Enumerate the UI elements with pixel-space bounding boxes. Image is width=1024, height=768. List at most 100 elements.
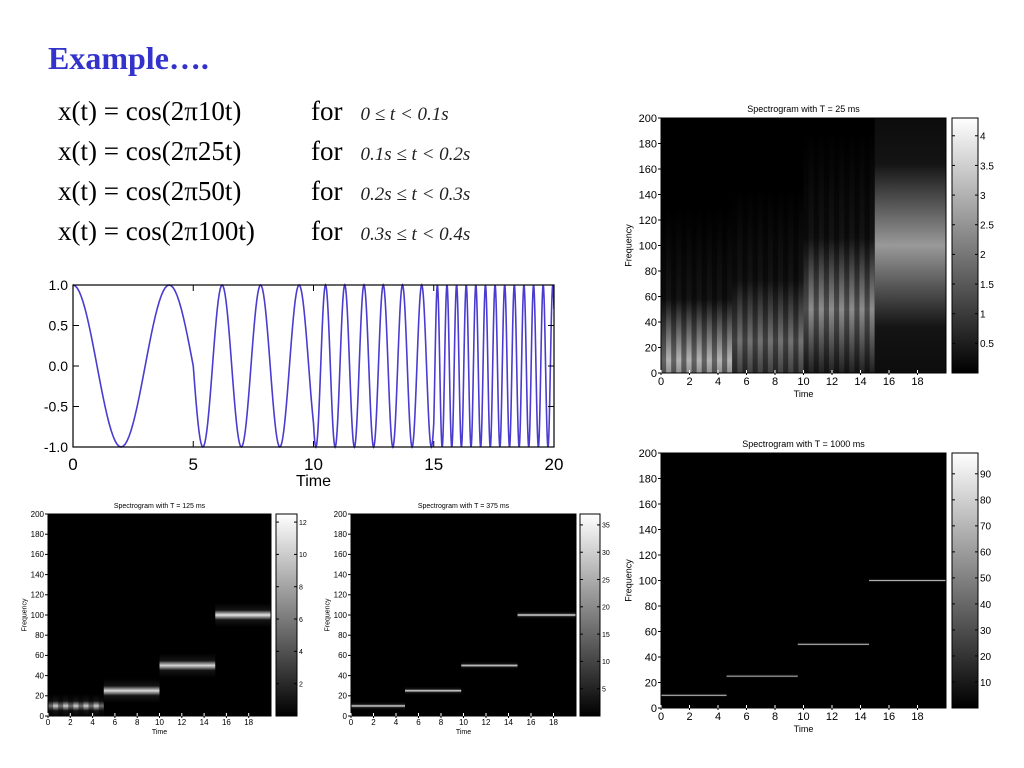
spectrogram-375ms-y-tick-label: 200 xyxy=(334,510,348,519)
spectrogram-125ms: 0 2 4 6 8 10 12 14 16 180204060801001201401601802… xyxy=(21,503,306,736)
waveform-y-tick-label: 1.0 xyxy=(49,277,69,293)
spectrogram-25ms: 0 2 4 6 8 10 12 14 16 180204060801001201401601802… xyxy=(623,104,994,399)
spectrogram-1000ms-colorbar-tick-label: 20 xyxy=(980,652,992,663)
spectrogram-25ms-y-tick-label: 140 xyxy=(639,189,657,201)
spectrogram-375ms-y-tick-label: 140 xyxy=(334,570,348,579)
spectrogram-375ms-x-tick-label: 18 xyxy=(549,718,558,727)
spectrogram-125ms-x-tick-label: 12 xyxy=(177,718,186,727)
spectrogram-125ms-x-tick-label: 16 xyxy=(222,718,231,727)
spectrogram-25ms-colorbar-tick-label: 2 xyxy=(980,250,986,261)
spectrogram-375ms-colorbar-tick-label: 10 xyxy=(602,659,610,666)
equation-2-condition: 0.1s ≤ t < 0.2s xyxy=(360,144,471,165)
spectrogram-1000ms-y-tick-label: 60 xyxy=(645,626,657,638)
spectrogram-25ms-title: Spectrogram with T = 25 ms xyxy=(747,104,860,114)
spectrogram-1000ms-x-tick-label: 6 xyxy=(743,711,749,723)
spectrogram-1000ms-segment-band xyxy=(661,693,727,698)
spectrogram-375ms-x-tick-label: 0 xyxy=(349,718,354,727)
spectrogram-1000ms-y-tick-label: 80 xyxy=(645,601,657,613)
spectrogram-375ms-x-axis-label: Time xyxy=(456,729,471,736)
equation-1-lhs: x(t) = cos(2π10t) xyxy=(58,96,242,126)
spectrogram-25ms-x-tick-label: 16 xyxy=(883,376,895,388)
spectrogram-375ms-x-tick-label: 12 xyxy=(482,718,491,727)
spectrogram-1000ms-y-tick-label: 180 xyxy=(639,473,657,485)
spectrogram-375ms-x-tick-label: 6 xyxy=(416,718,421,727)
spectrogram-375ms-y-tick-label: 180 xyxy=(334,530,348,539)
spectrogram-125ms-colorbar-tick-label: 4 xyxy=(299,649,303,656)
waveform-chart: 0 5 10 15 20 1.0 0.5 0.0 -0.5 -1.0 Time xyxy=(44,277,564,490)
spectrogram-125ms-y-tick-label: 180 xyxy=(31,530,45,539)
spectrogram-375ms-colorbar-tick-label: 30 xyxy=(602,550,610,557)
waveform-y-tick-label: 0.5 xyxy=(49,318,69,334)
spectrogram-125ms-x-tick-label: 14 xyxy=(200,718,209,727)
spectrogram-125ms-x-tick-label: 10 xyxy=(155,718,164,727)
equation-1-for: for xyxy=(311,96,343,126)
spectrogram-125ms-segment-band xyxy=(103,678,160,703)
spectrogram-375ms-colorbar-tick-label: 20 xyxy=(602,605,610,612)
spectrogram-375ms-colorbar-tick-label: 5 xyxy=(602,687,606,694)
equation-2: x(t) = cos(2π25t) for 0.1s ≤ t < 0.2s xyxy=(58,136,470,167)
spectrogram-25ms-x-tick-label: 10 xyxy=(797,376,809,388)
waveform-y-tick-label: 0.0 xyxy=(49,358,69,374)
spectrogram-1000ms-y-axis-label: Frequency xyxy=(623,559,633,602)
spectrogram-125ms-y-tick-label: 160 xyxy=(31,550,45,559)
spectrogram-25ms-x-tick-label: 18 xyxy=(911,376,923,388)
spectrogram-1000ms-colorbar xyxy=(951,452,979,709)
equation-4-condition: 0.3s ≤ t < 0.4s xyxy=(360,224,471,245)
spectrogram-25ms-x-tick-label: 2 xyxy=(686,376,692,388)
spectrogram-375ms-y-tick-label: 40 xyxy=(338,671,347,680)
spectrogram-1000ms-x-tick-label: 12 xyxy=(826,711,838,723)
spectrogram-125ms-x-tick-label: 2 xyxy=(68,718,73,727)
equation-1: x(t) = cos(2π10t) for 0 ≤ t < 0.1s xyxy=(58,96,449,127)
spectrogram-125ms-y-tick-label: 60 xyxy=(35,651,44,660)
spectrogram-1000ms-y-tick-label: 140 xyxy=(639,524,657,536)
spectrogram-375ms-colorbar-tick-label: 35 xyxy=(602,523,610,530)
spectrogram-25ms-colorbar-tick-label: 4 xyxy=(980,132,986,143)
spectrogram-1000ms-colorbar-tick-label: 40 xyxy=(980,600,992,611)
spectrogram-1000ms-x-axis-label: Time xyxy=(794,724,814,734)
spectrogram-125ms-y-tick-label: 100 xyxy=(31,611,45,620)
spectrogram-125ms-segment-band xyxy=(48,693,104,716)
spectrogram-1000ms-y-tick-label: 160 xyxy=(639,499,657,511)
spectrogram-125ms-y-tick-label: 140 xyxy=(31,570,45,579)
equation-3-lhs: x(t) = cos(2π50t) xyxy=(58,176,242,206)
spectrogram-375ms-y-tick-label: 120 xyxy=(334,591,348,600)
spectrogram-375ms-segment-band xyxy=(461,661,518,670)
waveform-x-tick-label: 15 xyxy=(424,455,443,474)
spectrogram-25ms-colorbar-tick-label: 2.5 xyxy=(980,221,994,232)
spectrogram-375ms-x-tick-label: 4 xyxy=(394,718,399,727)
spectrogram-125ms-x-tick-label: 0 xyxy=(46,718,51,727)
spectrogram-375ms-colorbar xyxy=(579,513,601,717)
spectrogram-125ms-y-tick-label: 120 xyxy=(31,591,45,600)
spectrogram-125ms-colorbar-tick-label: 2 xyxy=(299,681,303,688)
equation-4-for: for xyxy=(311,216,343,246)
equation-3-condition: 0.2s ≤ t < 0.3s xyxy=(360,184,471,205)
spectrogram-375ms-y-tick-label: 20 xyxy=(338,692,347,701)
waveform-x-tick-label: 5 xyxy=(189,455,198,474)
spectrogram-25ms-colorbar-tick-label: 1 xyxy=(980,310,986,321)
waveform-x-tick-label: 10 xyxy=(304,455,323,474)
spectrogram-125ms-y-tick-label: 20 xyxy=(35,692,44,701)
spectrogram-25ms-colorbar-tick-label: 0.5 xyxy=(980,339,994,350)
equation-4-lhs: x(t) = cos(2π100t) xyxy=(58,216,255,246)
spectrogram-1000ms-x-tick-label: 4 xyxy=(715,711,721,723)
spectrogram-25ms-y-tick-label: 20 xyxy=(645,342,657,354)
spectrogram-1000ms-x-tick-label: 16 xyxy=(883,711,895,723)
spectrogram-25ms-colorbar-tick-label: 1.5 xyxy=(980,280,994,291)
spectrogram-25ms-y-tick-label: 120 xyxy=(639,215,657,227)
spectrogram-375ms-x-tick-label: 14 xyxy=(504,718,513,727)
spectrogram-375ms-x-tick-label: 8 xyxy=(439,718,444,727)
spectrogram-375ms-y-axis-label: Frequency xyxy=(324,598,331,632)
spectrogram-25ms-y-axis-label: Frequency xyxy=(623,224,633,267)
equation-1-condition: 0 ≤ t < 0.1s xyxy=(360,104,449,125)
spectrogram-375ms: 0 2 4 6 8 10 12 14 16 180204060801001201401601802… xyxy=(324,503,609,736)
spectrogram-1000ms-x-tick-label: 0 xyxy=(658,711,664,723)
spectrogram-25ms-segment-band xyxy=(874,118,946,373)
spectrogram-25ms-y-tick-label: 0 xyxy=(651,368,657,380)
spectrogram-125ms-colorbar-tick-label: 10 xyxy=(299,552,307,559)
spectrogram-375ms-y-tick-label: 80 xyxy=(338,631,347,640)
spectrogram-1000ms-y-tick-label: 0 xyxy=(651,703,657,715)
spectrogram-1000ms: 0 2 4 6 8 10 12 14 16 180204060801001201401601802… xyxy=(623,439,991,734)
spectrogram-25ms-x-tick-label: 6 xyxy=(743,376,749,388)
spectrogram-25ms-y-tick-label: 60 xyxy=(645,291,657,303)
